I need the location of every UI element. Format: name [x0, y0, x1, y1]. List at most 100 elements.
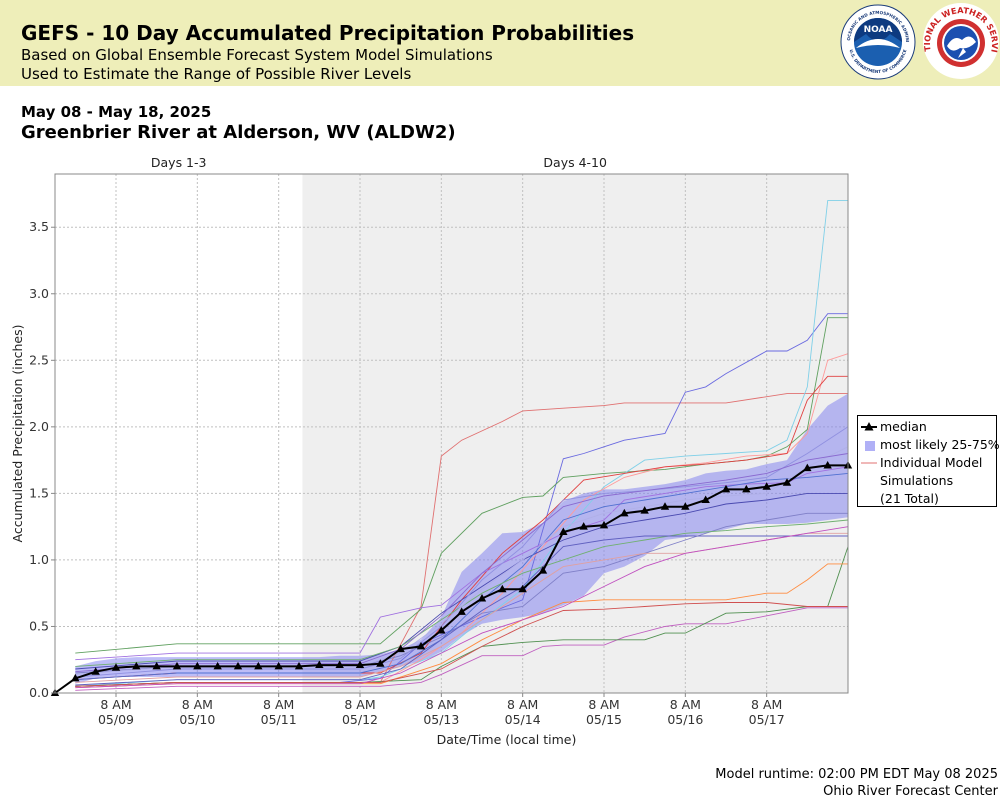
forecast-center: Ohio River Forecast Center [823, 784, 998, 799]
legend-label-median: median [880, 419, 927, 434]
legend-label-members-line2: Simulations [880, 473, 954, 488]
x-tick-label-date: 05/15 [586, 712, 622, 727]
x-tick-label-date: 05/09 [98, 712, 134, 727]
legend-label-members: Individual Model [880, 455, 983, 470]
median-point [152, 661, 161, 670]
y-tick-label: 1.5 [29, 485, 49, 500]
member-line-7 [75, 607, 848, 691]
member-line-21 [75, 453, 849, 673]
member-line-19 [75, 526, 849, 689]
member-line-5 [75, 353, 849, 687]
median-point [518, 584, 527, 593]
member-line-15 [75, 426, 849, 678]
x-tick-label-time: 8 AM [344, 697, 375, 712]
shaded-period [302, 174, 848, 693]
legend-entry-members-line2: Simulations [858, 473, 996, 490]
y-tick-label: 0.5 [29, 618, 49, 633]
median-point [477, 594, 487, 602]
median-point [762, 482, 771, 490]
median-point [416, 641, 426, 650]
legend-label-members-total: (21 Total) [880, 491, 939, 506]
x-tick-label-time: 8 AM [670, 697, 701, 712]
x-tick-label-time: 8 AM [100, 697, 131, 712]
page-subtitle-1: Based on Global Ensemble Forecast System… [21, 46, 493, 64]
member-line-10 [75, 602, 848, 687]
x-tick-label-time: 8 AM [263, 697, 294, 712]
legend-median-swatch [861, 422, 877, 431]
median-point [803, 463, 812, 472]
legend-entry-band: most likely 25-75% [858, 437, 1000, 454]
y-tick-label: 2.5 [29, 352, 49, 367]
y-tick-label: 2.0 [29, 419, 49, 434]
member-line-4 [75, 200, 848, 687]
median-point [599, 520, 609, 529]
median-point [233, 661, 243, 670]
median-point [640, 506, 649, 514]
noaa-logo[interactable]: NATIONAL OCEANIC AND ATMOSPHERIC ADMINIS… [840, 4, 916, 80]
median-point [457, 607, 466, 615]
legend-band-swatch [865, 441, 875, 451]
member-line-9 [75, 563, 848, 689]
median-point [721, 484, 731, 493]
x-tick-label-time: 8 AM [426, 697, 457, 712]
median-point [559, 527, 568, 535]
x-tick-label-time: 8 AM [751, 697, 782, 712]
median-point [213, 661, 222, 670]
member-line-20 [75, 446, 849, 675]
median-point [172, 661, 182, 670]
x-tick-label-time: 8 AM [182, 697, 213, 712]
period-label: Days 1-3 [151, 155, 207, 170]
member-line-6 [75, 375, 848, 681]
legend-entry-members: Individual Model [858, 455, 996, 472]
median-point [376, 659, 385, 667]
median-point [274, 661, 283, 670]
median-point [335, 660, 344, 669]
median-point [132, 661, 141, 670]
plot-border [54, 173, 849, 694]
median-line [54, 464, 848, 694]
legend-member-swatch [861, 462, 877, 464]
x-tick-label-date: 05/11 [261, 712, 297, 727]
member-line-17 [75, 519, 849, 667]
legend-entry-members-total: (21 Total) [858, 491, 996, 508]
legend-entry-median: median [858, 419, 996, 436]
median-point [579, 522, 588, 530]
x-tick-label-date: 05/17 [749, 712, 785, 727]
x-tick-label-date: 05/12 [342, 712, 378, 727]
median-point [660, 502, 670, 510]
legend-label-band: most likely 25-75% [880, 437, 1000, 452]
y-tick-label: 3.0 [29, 286, 49, 301]
member-line-18 [75, 535, 848, 686]
median-point [681, 502, 690, 510]
member-line-12 [75, 512, 848, 674]
x-tick-label-time: 8 AM [588, 697, 619, 712]
x-tick-label-date: 05/13 [423, 712, 459, 727]
y-axis-label: Accumulated Precipitation (inches) [10, 325, 25, 543]
x-tick-label-date: 05/16 [667, 712, 703, 727]
header-banner: GEFS - 10 Day Accumulated Precipitation … [0, 0, 1000, 86]
median-point [396, 644, 405, 653]
median-point [701, 495, 710, 504]
median-point [742, 484, 751, 493]
member-line-13 [75, 492, 848, 670]
median-point [111, 663, 121, 671]
y-tick-label: 0.0 [29, 685, 49, 700]
national-weather-service-logo[interactable]: NATIONAL WEATHER SERVICE [922, 2, 1000, 80]
median-point [294, 661, 304, 670]
date-range: May 08 - May 18, 2025 [21, 103, 212, 121]
median-point [620, 508, 629, 517]
median-point [254, 661, 263, 670]
chart-legend: median most likely 25-75% Individual Mod… [857, 415, 1000, 508]
x-axis-label: Date/Time (local time) [437, 732, 577, 747]
x-tick-label-time: 8 AM [507, 697, 538, 712]
median-point [91, 667, 100, 675]
y-tick-label: 3.5 [29, 219, 49, 234]
x-tick-label-date: 05/14 [505, 712, 541, 727]
member-line-8 [75, 546, 849, 687]
median-point [193, 661, 202, 670]
median-point [437, 625, 446, 634]
member-line-14 [75, 472, 849, 681]
median-point [71, 673, 80, 682]
noaa-logo-text: NOAA [864, 25, 893, 35]
median-point [823, 460, 832, 469]
